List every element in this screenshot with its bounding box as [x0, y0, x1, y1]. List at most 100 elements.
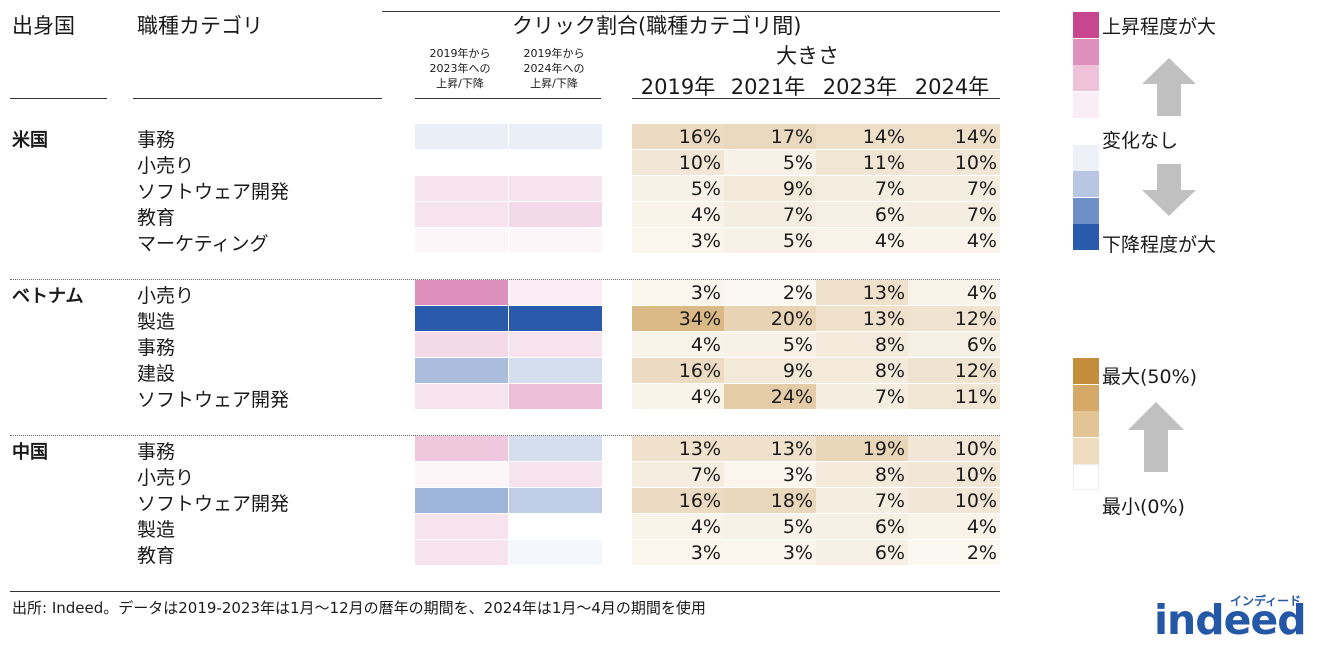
legend-swatch [1073, 197, 1099, 224]
value-cell: 34% [632, 306, 724, 331]
value-cell: 3% [632, 280, 724, 305]
column-header-change-2023: 2019年から 2023年への 上昇/下降 [429, 47, 491, 90]
change-cell [509, 280, 602, 305]
change-cell [509, 462, 602, 487]
header-rule-change [415, 98, 601, 99]
value-cell: 12% [908, 358, 1000, 383]
column-header-country: 出身国 [12, 14, 75, 38]
value-cell: 6% [816, 514, 908, 539]
category-label: 製造 [137, 311, 176, 333]
value-cell: 8% [816, 358, 908, 383]
value-cell: 19% [816, 436, 908, 461]
arrow-up-icon [1128, 402, 1184, 472]
indeed-logo: インディード indeed [1150, 590, 1315, 645]
value-cell: 18% [724, 488, 816, 513]
change-cell [509, 150, 602, 175]
change-cell [415, 384, 508, 409]
legend-no-change-label: 変化なし [1102, 130, 1179, 152]
value-cell: 11% [908, 384, 1000, 409]
legend-swatch [1073, 171, 1099, 197]
value-cell: 16% [632, 488, 724, 513]
legend-swatch [1073, 411, 1099, 437]
header-rule-country [10, 98, 107, 99]
change-cell [415, 176, 508, 201]
value-cell: 6% [816, 202, 908, 227]
change-cell [509, 124, 602, 149]
category-label: 建設 [137, 363, 176, 385]
legend-rise-label: 上昇程度が大 [1102, 16, 1217, 38]
legend-max-label: 最大(50%) [1102, 366, 1198, 388]
value-cell: 24% [724, 384, 816, 409]
year-header-2019: 2019年 [640, 75, 716, 99]
value-cell: 5% [724, 150, 816, 175]
value-cell: 11% [816, 150, 908, 175]
arrow-up-icon [1142, 58, 1196, 116]
value-cell: 4% [908, 228, 1000, 253]
value-cell: 17% [724, 124, 816, 149]
value-cell: 16% [632, 358, 724, 383]
change-cell [509, 176, 602, 201]
legend-swatch [1073, 38, 1099, 65]
chart-title: クリック割合(職種カテゴリ間) [512, 14, 802, 38]
change-cell [509, 358, 602, 383]
value-cell: 7% [816, 488, 908, 513]
legend-swatch [1073, 384, 1099, 411]
value-cell: 10% [908, 436, 1000, 461]
change-cell [509, 202, 602, 227]
value-cell: 4% [908, 280, 1000, 305]
value-cell: 20% [724, 306, 816, 331]
value-cell: 10% [908, 462, 1000, 487]
change-cell [415, 124, 508, 149]
change-cell [509, 514, 602, 539]
change-cell [509, 332, 602, 357]
value-cell: 14% [908, 124, 1000, 149]
category-label: ソフトウェア開発 [137, 181, 290, 203]
country-label: 中国 [12, 442, 48, 463]
category-label: ソフトウェア開発 [137, 493, 290, 515]
change-cell [509, 488, 602, 513]
change-cell [415, 488, 508, 513]
change-cell [415, 306, 508, 331]
category-label: 小売り [137, 285, 195, 307]
legend-swatch [1073, 437, 1099, 464]
change-cell [509, 306, 602, 331]
country-label: ベトナム [12, 286, 84, 307]
column-header-category: 職種カテゴリ [137, 14, 263, 38]
value-cell: 2% [724, 280, 816, 305]
value-cell: 4% [632, 202, 724, 227]
logo-word: indeed [1154, 596, 1307, 644]
value-cell: 14% [816, 124, 908, 149]
value-cell: 13% [724, 436, 816, 461]
legend-swatch [1073, 118, 1099, 144]
category-label: 小売り [137, 155, 195, 177]
change-cell [415, 540, 508, 565]
value-cell: 4% [632, 384, 724, 409]
value-cell: 4% [632, 332, 724, 357]
change-cell [415, 150, 508, 175]
value-cell: 9% [724, 176, 816, 201]
value-cell: 9% [724, 358, 816, 383]
value-cell: 7% [816, 384, 908, 409]
value-cell: 7% [816, 176, 908, 201]
category-label: 製造 [137, 519, 176, 541]
group-separator [10, 279, 1000, 280]
category-label: 小売り [137, 467, 195, 489]
value-cell: 5% [632, 176, 724, 201]
change-cell [415, 228, 508, 253]
value-cell: 6% [908, 332, 1000, 357]
country-label: 米国 [12, 130, 48, 151]
legend-min-label: 最小(0%) [1102, 496, 1185, 518]
value-cell: 5% [724, 514, 816, 539]
value-cell: 7% [632, 462, 724, 487]
legend-swatch [1073, 224, 1099, 250]
column-header-size: 大きさ [776, 44, 839, 68]
legend-swatch [1073, 65, 1099, 91]
change-cell [415, 332, 508, 357]
value-cell: 13% [816, 280, 908, 305]
change-cell [415, 462, 508, 487]
value-cell: 6% [816, 540, 908, 565]
header-rule-category [133, 98, 382, 99]
legend-swatch [1073, 464, 1099, 490]
value-cell: 4% [816, 228, 908, 253]
legend-swatch [1073, 358, 1099, 384]
